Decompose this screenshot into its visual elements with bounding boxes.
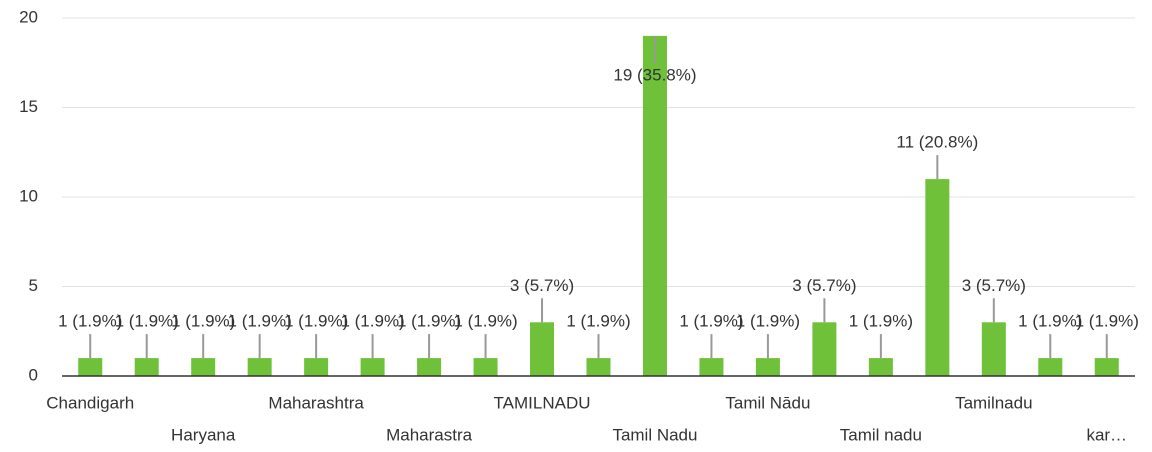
data-label: 1 (1.9%): [284, 312, 348, 331]
x-tick-label: Tamil Nadu: [612, 425, 697, 444]
data-label: 1 (1.9%): [171, 312, 235, 331]
bar: [417, 358, 442, 376]
y-tick-label: 15: [19, 97, 38, 116]
data-label: 1 (1.9%): [397, 312, 461, 331]
data-label: 1 (1.9%): [736, 312, 800, 331]
bar: [1038, 358, 1063, 376]
bar: [699, 358, 724, 376]
x-tick-label: TAMILNADU: [494, 393, 591, 412]
bar: [530, 322, 555, 376]
x-tick-label: Haryana: [171, 425, 236, 444]
bar: [1094, 358, 1119, 376]
bar: [473, 358, 498, 376]
data-label: 3 (5.7%): [792, 276, 856, 295]
x-tick-label: Tamil nadu: [840, 425, 922, 444]
y-tick-label: 20: [19, 7, 38, 26]
data-label: 3 (5.7%): [510, 276, 574, 295]
bar: [134, 358, 159, 376]
bar: [925, 179, 950, 376]
bar: [642, 35, 667, 377]
bar: [360, 358, 385, 376]
data-label: 1 (1.9%): [453, 312, 517, 331]
x-tick-label: Tamil Nādu: [725, 393, 810, 412]
y-tick-label: 5: [29, 276, 38, 295]
data-label: 11 (20.8%): [896, 133, 978, 152]
bar: [304, 358, 329, 376]
x-tick-label: Maharashtra: [268, 393, 364, 412]
x-tick-label: Chandigarh: [46, 393, 134, 412]
data-label: 1 (1.9%): [228, 312, 292, 331]
bar: [868, 358, 893, 376]
y-tick-label: 10: [19, 186, 38, 205]
data-label: 1 (1.9%): [679, 312, 743, 331]
data-label: 1 (1.9%): [566, 312, 630, 331]
x-tick-label: kar…: [1086, 425, 1127, 444]
bar: [755, 358, 780, 376]
data-label: 1 (1.9%): [849, 312, 913, 331]
data-label: 1 (1.9%): [340, 312, 404, 331]
bar: [247, 358, 272, 376]
x-tick-label: Tamilnadu: [955, 393, 1033, 412]
x-tick-label: Maharastra: [386, 425, 473, 444]
bar: [586, 358, 611, 376]
data-label: 1 (1.9%): [1075, 312, 1139, 331]
data-label: 19 (35.8%): [613, 65, 696, 84]
data-label: 3 (5.7%): [962, 276, 1026, 295]
data-label: 1 (1.9%): [1018, 312, 1082, 331]
data-label: 1 (1.9%): [58, 312, 122, 331]
bar: [812, 322, 837, 376]
bar: [191, 358, 216, 376]
bar: [981, 322, 1006, 376]
bar: [78, 358, 103, 376]
data-label: 1 (1.9%): [115, 312, 179, 331]
y-tick-label: 0: [29, 365, 38, 384]
